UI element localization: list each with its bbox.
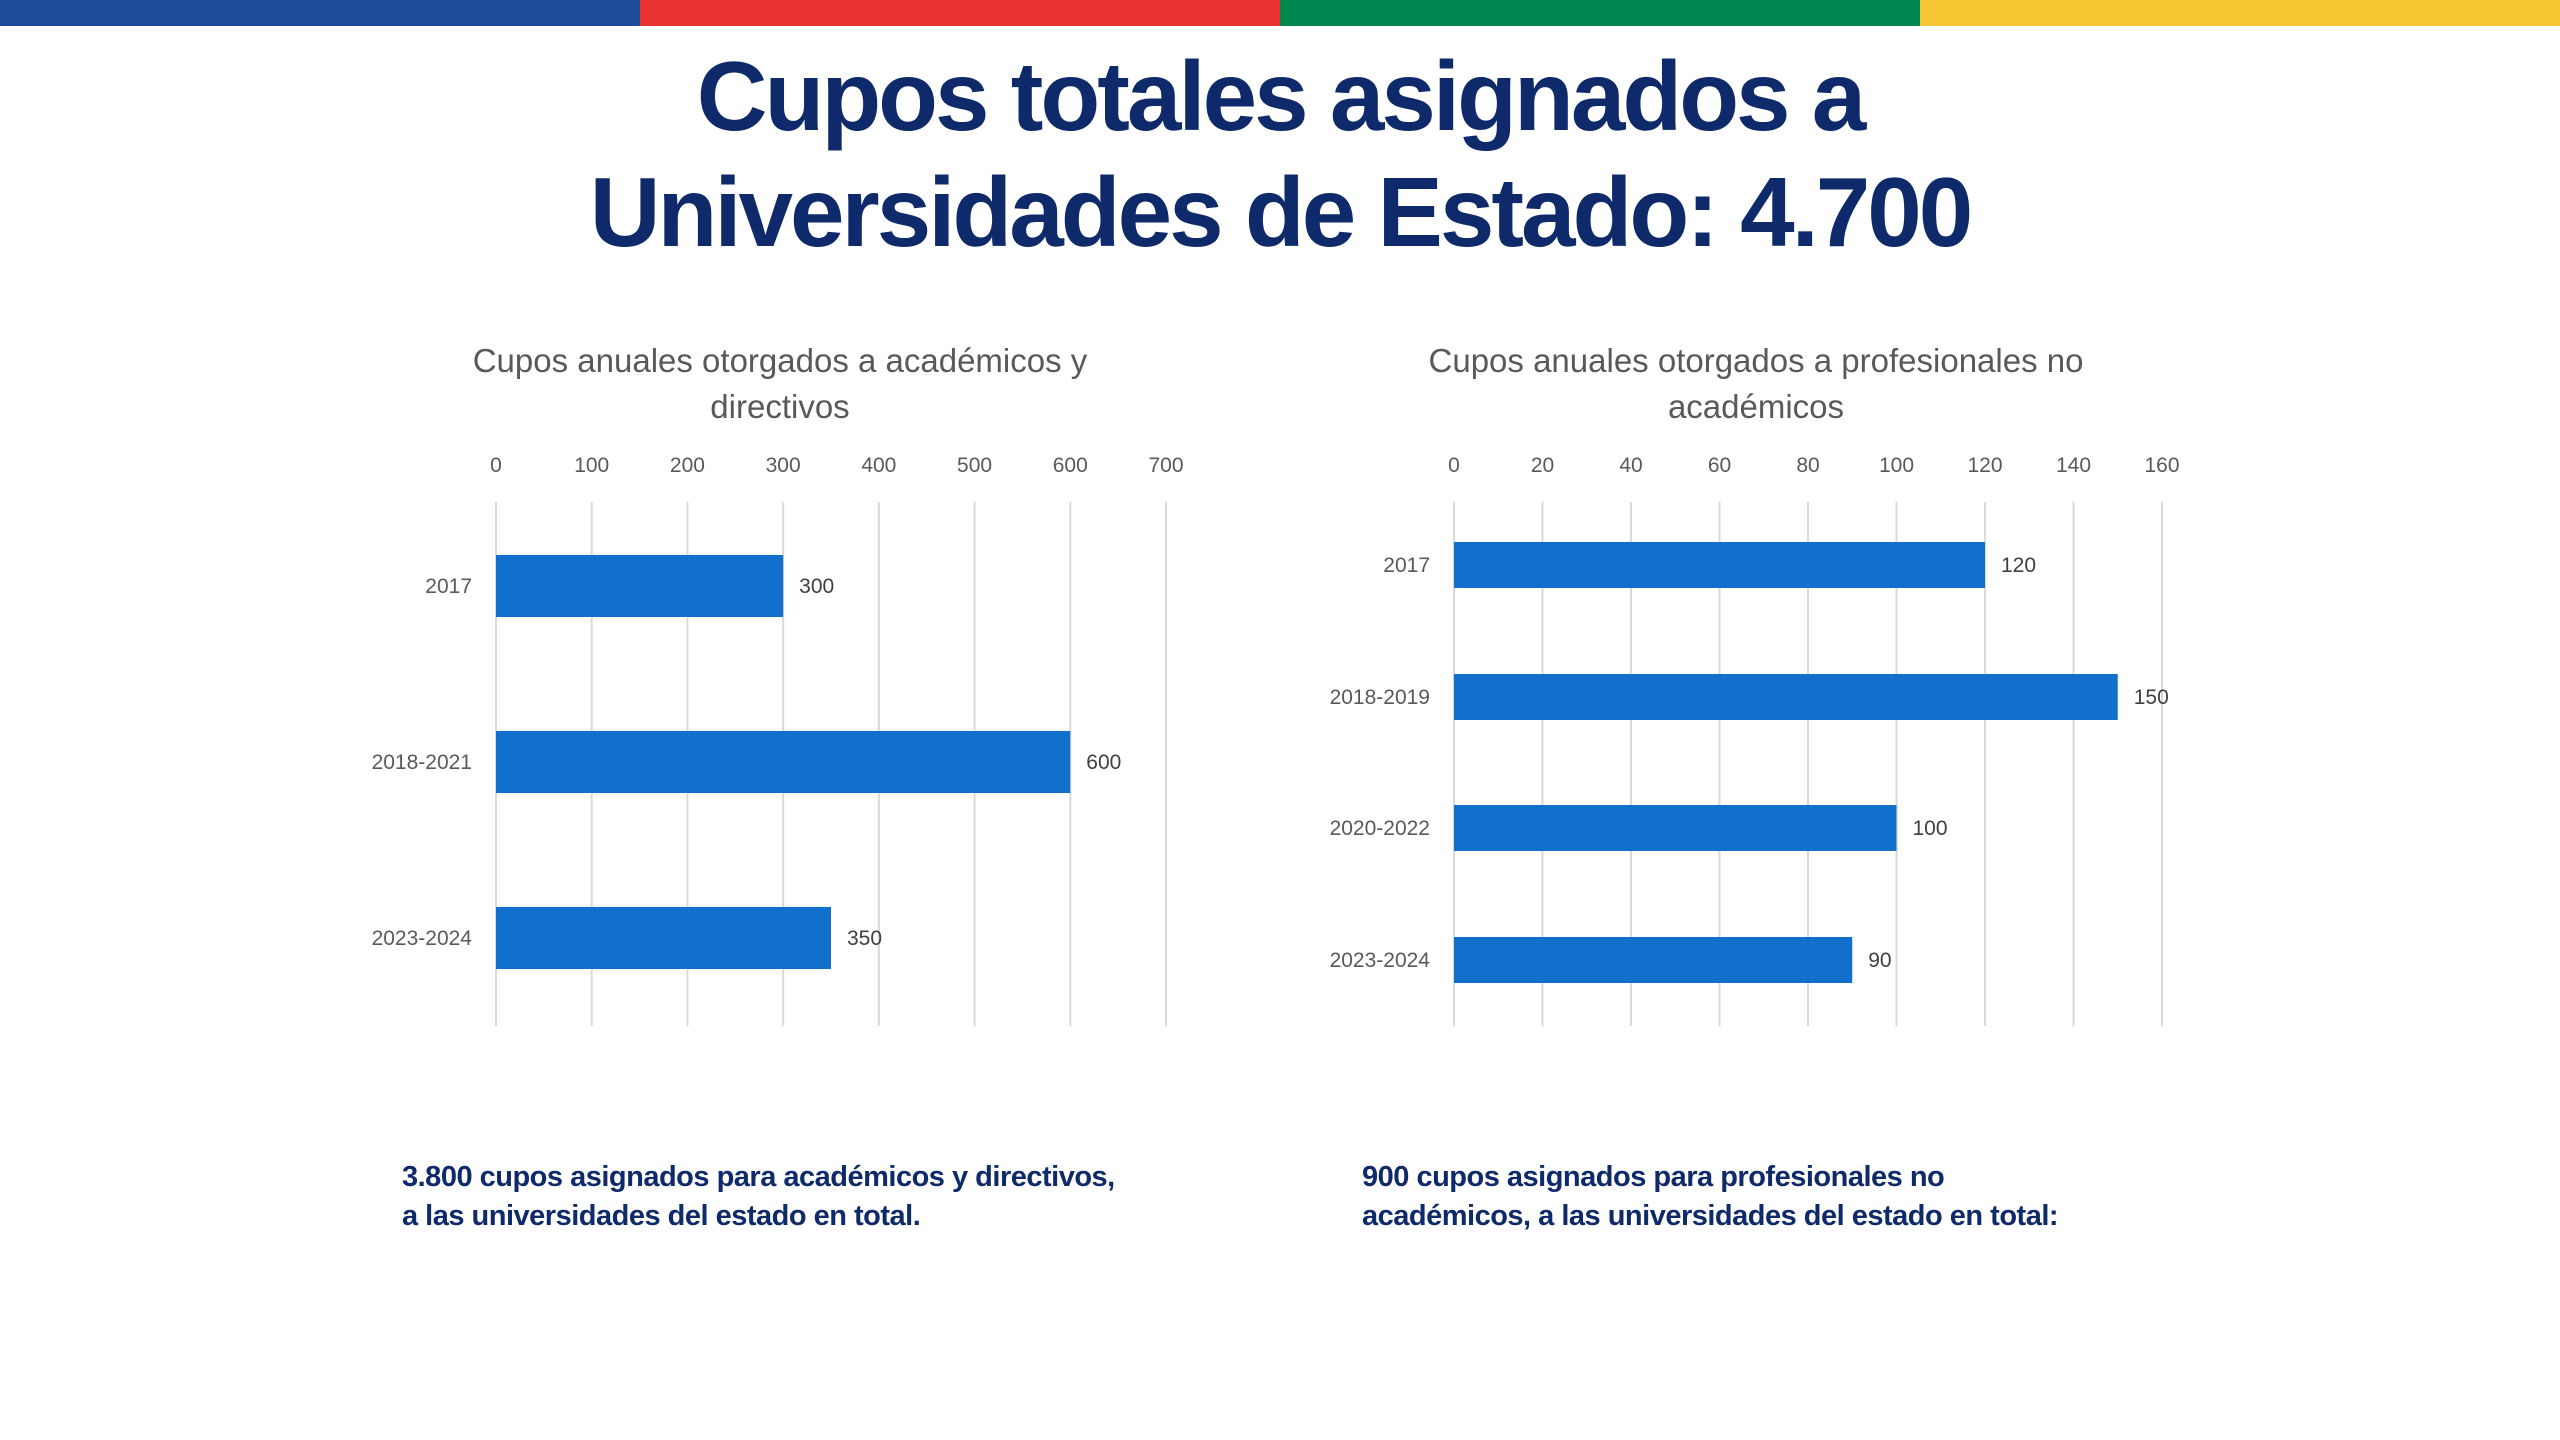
chart-profesionales-title: Cupos anuales otorgados a profesionales … [1356,338,2156,430]
bar [496,907,831,969]
category-label: 2023-2024 [1330,949,1431,972]
tick-label: 40 [1619,454,1642,477]
data-label: 150 [2134,686,2169,709]
chart-academicos-title-line-2: directivos [710,388,850,425]
category-label: 2017 [425,575,472,598]
tick-label: 140 [2056,454,2091,477]
tick-label: 100 [574,454,609,477]
tick-label: 200 [670,454,705,477]
tick-label: 400 [861,454,896,477]
category-label: 2020-2022 [1330,817,1430,840]
bar [1454,674,2118,720]
band-yellow [1920,0,2560,26]
page-title: Cupos totales asignados a Universidades … [0,38,2560,270]
chart-academicos-title-line-1: Cupos anuales otorgados a académicos y [472,342,1088,379]
tick-label: 160 [2144,454,2179,477]
bar [1454,805,1897,851]
tick-label: 120 [1967,454,2002,477]
chart-profesionales-title-line-2: académicos [1667,388,1845,425]
tick-label: 600 [1053,454,1088,477]
bar [1454,542,1985,588]
data-label: 300 [799,575,834,598]
page-title-line-2: Universidades de Estado: 4.700 [589,157,1974,267]
tick-label: 500 [957,454,992,477]
tick-label: 300 [766,454,801,477]
band-green [1280,0,1920,26]
summary-academicos-line-2: a las universidades del estado en total. [402,1200,921,1232]
tick-label: 0 [490,454,502,477]
data-label: 100 [1913,817,1948,840]
tick-label: 0 [1448,454,1460,477]
chart-academicos-title: Cupos anuales otorgados a académicos y d… [380,338,1180,430]
tick-label: 700 [1148,454,1183,477]
tick-label: 20 [1531,454,1554,477]
data-label: 120 [2001,554,2036,577]
summary-profesionales-line-2: académicos, a las universidades del esta… [1362,1200,2059,1232]
category-label: 2018-2019 [1330,686,1430,709]
data-label: 350 [847,927,882,950]
summary-profesionales: 900 cupos asignados para profesionales n… [1362,1158,2059,1236]
data-label: 600 [1086,751,1121,774]
chart-profesionales-title-line-1: Cupos anuales otorgados a profesionales … [1428,342,2084,379]
bar [496,731,1071,793]
summary-academicos-line-1: 3.800 cupos asignados para académicos y … [402,1161,1115,1193]
summary-academicos: 3.800 cupos asignados para académicos y … [402,1158,1115,1236]
bar [1454,937,1853,983]
tick-label: 100 [1879,454,1914,477]
page-title-line-1: Cupos totales asignados a [696,41,1867,151]
tick-label: 80 [1796,454,1819,477]
band-blue [0,0,640,26]
data-label: 90 [1868,949,1891,972]
category-label: 2018-2021 [372,751,472,774]
tick-label: 60 [1708,454,1731,477]
bar [496,555,784,617]
category-label: 2023-2024 [372,927,473,950]
category-label: 2017 [1383,554,1430,577]
band-red [640,0,1280,26]
top-color-band [0,0,2560,26]
summary-profesionales-line-1: 900 cupos asignados para profesionales n… [1362,1161,1945,1193]
